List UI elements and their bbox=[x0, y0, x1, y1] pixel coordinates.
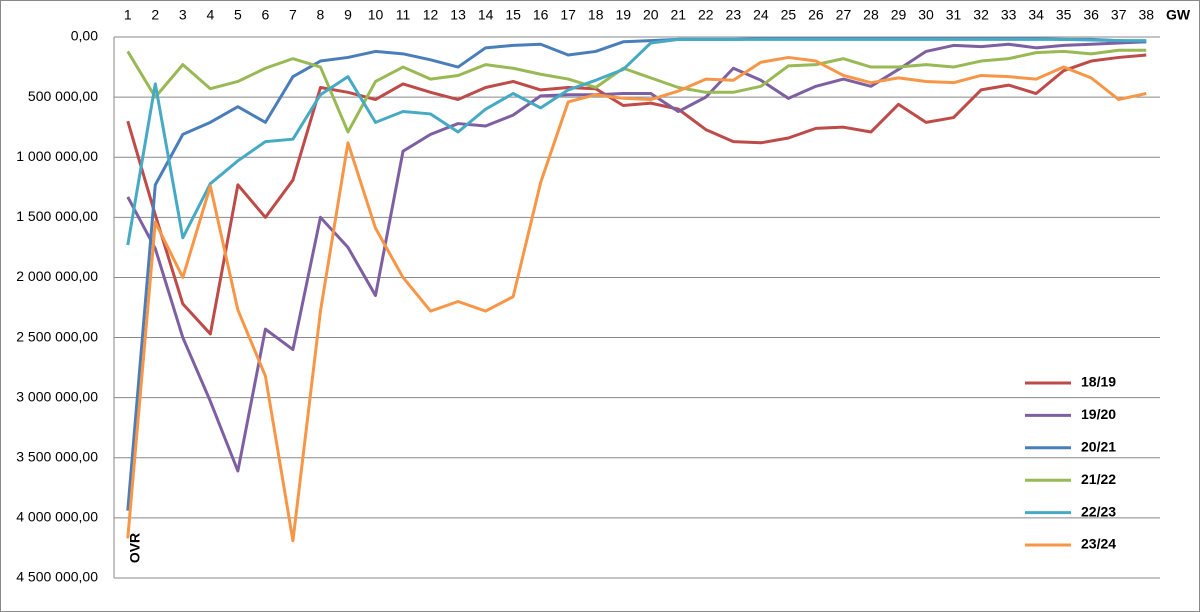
series-line bbox=[126, 40, 1147, 473]
legend-label: 22/23 bbox=[1081, 503, 1116, 519]
x-tick-label: 1 bbox=[124, 7, 132, 23]
x-tick-label: 33 bbox=[1001, 7, 1017, 23]
x-tick-label: 12 bbox=[423, 7, 439, 23]
x-tick-label: 26 bbox=[808, 7, 824, 23]
x-tick-label: 4 bbox=[206, 7, 214, 23]
x-tick-label: 15 bbox=[505, 7, 521, 23]
y-tick-label: 4 000 000,00 bbox=[16, 509, 98, 525]
x-axis-label: GW bbox=[1166, 7, 1191, 23]
x-tick-label: 2 bbox=[151, 7, 159, 23]
x-tick-label: 34 bbox=[1028, 7, 1044, 23]
series-line bbox=[126, 48, 1147, 134]
x-tick-label: 36 bbox=[1083, 7, 1099, 23]
x-tick-label: 31 bbox=[946, 7, 962, 23]
x-tick-label: 30 bbox=[918, 7, 934, 23]
x-tick-label: 10 bbox=[368, 7, 384, 23]
x-tick-label: 21 bbox=[671, 7, 687, 23]
legend-label: 21/22 bbox=[1081, 471, 1116, 487]
x-tick-label: 14 bbox=[478, 7, 494, 23]
x-tick-label: 9 bbox=[344, 7, 352, 23]
x-tick-label: 3 bbox=[179, 7, 187, 23]
x-tick-label: 32 bbox=[973, 7, 989, 23]
x-tick-label: 5 bbox=[234, 7, 242, 23]
x-tick-label: 25 bbox=[781, 7, 797, 23]
y-tick-label: 3 000 000,00 bbox=[16, 388, 98, 404]
x-tick-label: 20 bbox=[643, 7, 659, 23]
y-tick-label: 2 500 000,00 bbox=[16, 328, 98, 344]
x-tick-label: 27 bbox=[836, 7, 852, 23]
y-tick-label: 1 000 000,00 bbox=[16, 148, 98, 164]
y-tick-label: 0,00 bbox=[71, 28, 98, 44]
y-tick-label: 500 000,00 bbox=[28, 88, 98, 104]
x-tick-label: 22 bbox=[698, 7, 714, 23]
legend-label: 18/19 bbox=[1081, 374, 1116, 390]
x-tick-label: 8 bbox=[317, 7, 325, 23]
legend-label: 20/21 bbox=[1081, 439, 1116, 455]
annotation: OVR bbox=[127, 533, 143, 563]
y-tick-label: 1 500 000,00 bbox=[16, 208, 98, 224]
x-tick-label: 18 bbox=[588, 7, 604, 23]
x-tick-label: 24 bbox=[753, 7, 769, 23]
y-tick-label: 3 500 000,00 bbox=[16, 448, 98, 464]
x-tick-label: 16 bbox=[533, 7, 549, 23]
x-tick-label: 23 bbox=[726, 7, 742, 23]
x-tick-label: 6 bbox=[261, 7, 269, 23]
legend-label: 19/20 bbox=[1081, 406, 1116, 422]
series-line bbox=[126, 53, 1147, 336]
x-tick-label: 17 bbox=[560, 7, 576, 23]
x-tick-label: 37 bbox=[1111, 7, 1127, 23]
x-tick-label: 38 bbox=[1138, 7, 1154, 23]
x-tick-label: 35 bbox=[1056, 7, 1072, 23]
x-tick-label: 11 bbox=[396, 7, 411, 23]
x-tick-label: 29 bbox=[891, 7, 907, 23]
x-tick-label: 7 bbox=[289, 7, 297, 23]
y-tick-label: 4 500 000,00 bbox=[16, 569, 98, 585]
x-tick-label: 19 bbox=[615, 7, 631, 23]
x-tick-label: 13 bbox=[450, 7, 466, 23]
series-line bbox=[126, 55, 1147, 543]
x-tick-label: 28 bbox=[863, 7, 879, 23]
legend-label: 23/24 bbox=[1081, 536, 1116, 552]
y-tick-label: 2 000 000,00 bbox=[16, 268, 98, 284]
series-line bbox=[126, 37, 1147, 246]
